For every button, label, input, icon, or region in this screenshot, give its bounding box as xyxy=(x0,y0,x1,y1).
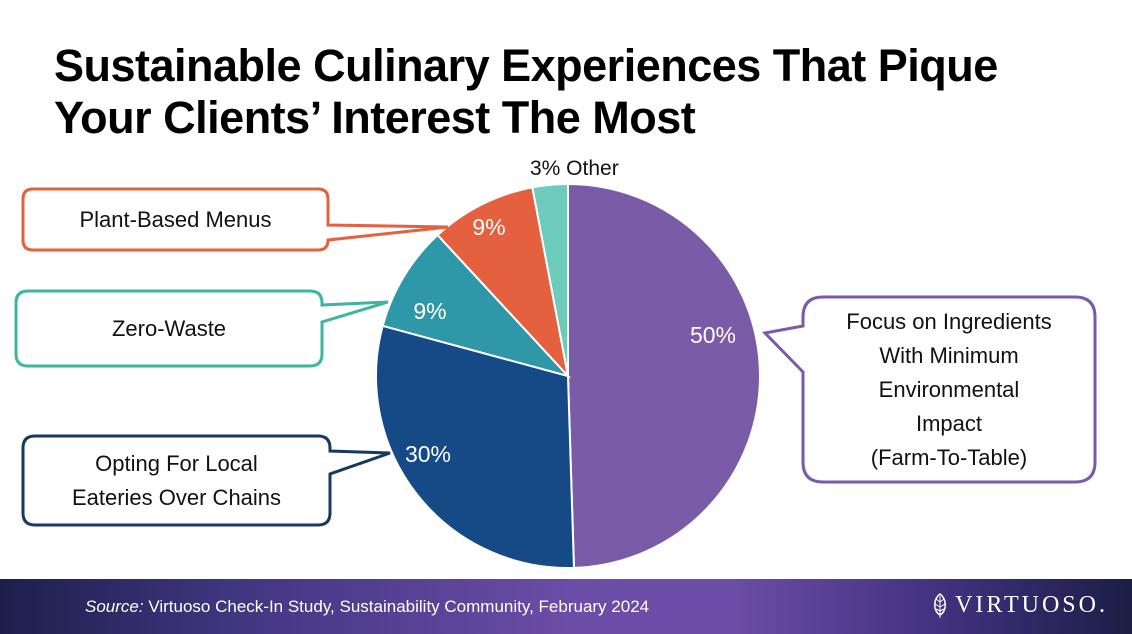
callout-local-line: Opting For Local xyxy=(95,450,258,476)
pie-slice xyxy=(436,186,570,380)
virtuoso-logo: VIRTUOSO. xyxy=(931,592,1108,619)
source-note: Source: Virtuoso Check-In Study, Sustain… xyxy=(85,597,649,617)
callout-box-plant-based xyxy=(21,187,449,252)
slice-value-label: 9% xyxy=(472,214,505,240)
callout-box-local-eateries xyxy=(21,434,391,527)
slice-value-label: 50% xyxy=(690,322,736,348)
callout-farm-to-table: Focus on Ingredients With Minimum Enviro… xyxy=(803,297,1095,482)
pie-slice xyxy=(567,182,761,569)
callout-farm-line: Impact xyxy=(915,410,983,436)
source-label: Source: xyxy=(85,597,144,616)
callout-farm-line: Environmental xyxy=(878,376,1020,402)
pie-slice xyxy=(381,233,572,378)
footer-bar: Source: Virtuoso Check-In Study, Sustain… xyxy=(0,579,1132,634)
logo-text: VIRTUOSO. xyxy=(955,592,1108,618)
leaf-icon xyxy=(934,592,947,618)
callout-plant-based: Plant-Based Menus xyxy=(79,206,272,232)
label-other: 3% Other xyxy=(530,157,619,180)
callout-farm-line: Focus on Ingredients xyxy=(846,308,1052,334)
callout-zero-waste: Zero-Waste xyxy=(111,315,227,341)
callout-farm-line: (Farm-To-Table) xyxy=(870,444,1028,470)
title-line-1: Sustainable Culinary Experiences That Pi… xyxy=(54,40,998,91)
callout-local-eateries: Opting For Local Eateries Over Chains xyxy=(23,436,330,525)
callout-local-line: Eateries Over Chains xyxy=(71,484,282,510)
page-title: Sustainable Culinary Experiences That Pi… xyxy=(54,40,998,144)
callout-farm-line: With Minimum xyxy=(879,342,1019,368)
callout-box-farm-to-table xyxy=(761,295,1097,484)
slice-value-label: 9% xyxy=(413,298,446,324)
pie-slice xyxy=(531,182,569,377)
pie-slice xyxy=(375,324,576,569)
callout-box-zero-waste xyxy=(14,289,389,368)
slice-value-label: 30% xyxy=(405,441,451,467)
title-line-2: Your Clients’ Interest The Most xyxy=(54,92,696,143)
source-text: Virtuoso Check-In Study, Sustainability … xyxy=(143,597,650,616)
